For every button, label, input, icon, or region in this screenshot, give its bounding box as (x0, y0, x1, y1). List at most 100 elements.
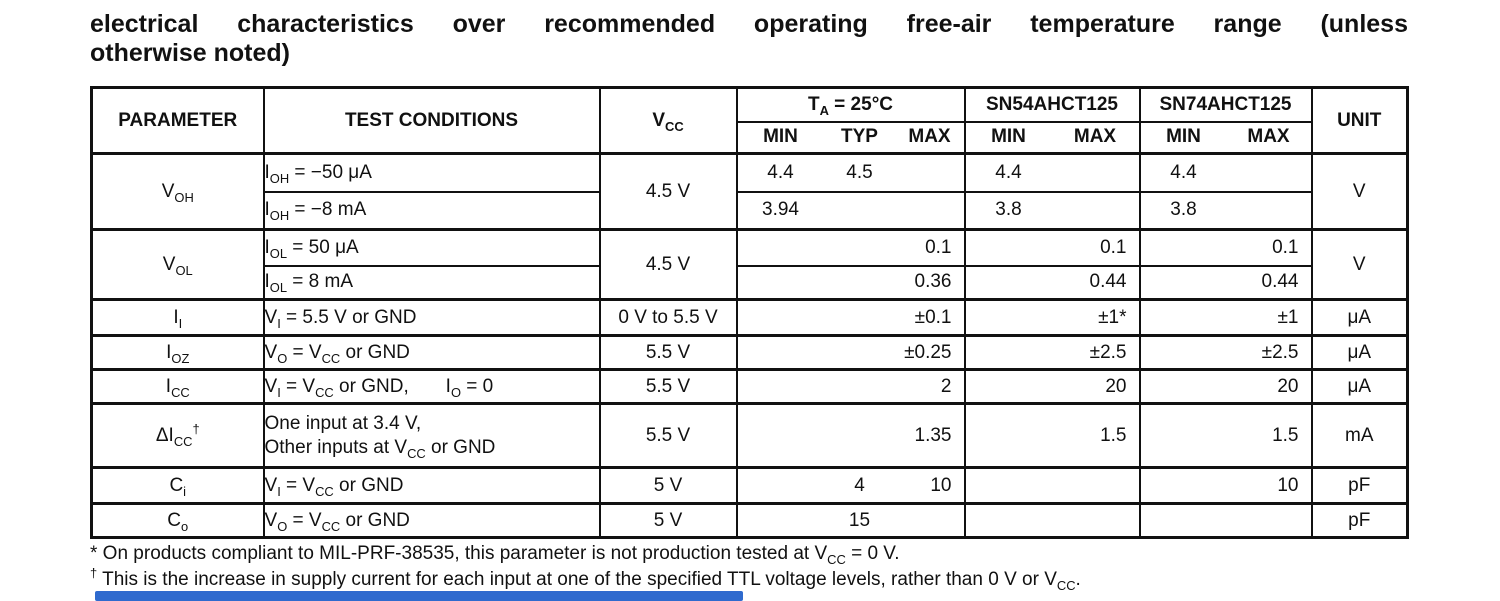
value-vol2-sn54-max: 0.44 (1089, 271, 1127, 293)
subheader-sn74: MIN MAX (1138, 120, 1313, 155)
cell-dicc-sn54: 1.5 (963, 402, 1141, 469)
row-voh-1: VOH IOH = −50 μA 4.5 V 4.4 4.5 4.4 4.4 V (90, 152, 1409, 231)
value-icc-sn54-max: 20 (1105, 375, 1127, 397)
row-voh-2: IOH = −8 mA 3.94 3.8 3.8 (92, 190, 1408, 231)
value-ioz-sn74-max: ±2.5 (1261, 341, 1299, 363)
subheader-ta-max: MAX (908, 126, 951, 148)
value-voh2-sn74-min: 3.8 (1170, 199, 1197, 221)
value-voh1-ta-typ: 4.5 (846, 161, 873, 183)
footnote-asterisk: * On products compliant to MIL-PRF-38535… (90, 543, 900, 567)
value-voh1-ta-min: 4.4 (767, 161, 794, 183)
row-vol-2: IOL = 8 mA 0.36 0.44 0.44 (92, 264, 1408, 301)
subheader-ta-min: MIN (763, 126, 798, 148)
cell-voh1-sn74: 4.4 (1138, 152, 1313, 193)
cell-co-cond: VO = VCC or GND (262, 502, 601, 539)
footnote-dagger: † This is the increase in supply current… (90, 565, 1081, 594)
cell-vol1-sn54: 0.1 (963, 228, 1141, 267)
cell-vol-param: VOL (90, 228, 265, 301)
subheader-sn54: MIN MAX (963, 120, 1141, 155)
cell-vol1-ta: 0.1 (735, 228, 966, 267)
cell-voh-param: VOH (90, 152, 265, 231)
cell-ii-sn74: ±1 (1138, 298, 1313, 337)
bottom-highlight-bar (95, 591, 743, 601)
cell-vol-unit: V (1310, 228, 1409, 301)
value-dicc-sn74-max: 1.5 (1272, 424, 1299, 446)
value-voh2-sn54-min: 3.8 (995, 199, 1022, 221)
value-vol1-sn54-max: 0.1 (1100, 236, 1127, 258)
cell-ioz-sn54: ±2.5 (963, 334, 1141, 371)
cell-icc-vcc: 5.5 V (598, 368, 738, 405)
cell-ioz-cond: VO = VCC or GND (262, 334, 601, 371)
cell-vol-vcc: 4.5 V (598, 228, 738, 301)
cell-icc-sn54: 20 (963, 368, 1141, 405)
row-co: Co VO = VCC or GND 5 V 15 pF (90, 502, 1409, 539)
cell-ioz-sn74: ±2.5 (1138, 334, 1313, 371)
cell-ci-unit: pF (1310, 466, 1409, 505)
value-dicc-ta-max: 1.35 (914, 424, 952, 446)
cell-vol1-sn74: 0.1 (1138, 228, 1313, 267)
cell-voh-vcc: 4.5 V (598, 152, 738, 231)
value-vol2-sn74-max: 0.44 (1261, 271, 1299, 293)
cell-voh2-sn54: 3.8 (963, 190, 1141, 231)
cell-vol2-sn54: 0.44 (963, 264, 1141, 301)
cell-dicc-sn74: 1.5 (1138, 402, 1313, 469)
page-title-line1: electrical characteristics over recommen… (90, 10, 1408, 38)
cell-ii-sn54: ±1* (963, 298, 1141, 337)
value-dicc-sn54-max: 1.5 (1100, 424, 1127, 446)
cell-vol2-sn74: 0.44 (1138, 264, 1313, 301)
col-header-vcc: VCC (598, 86, 738, 155)
col-header-sn74: SN74AHCT125 (1138, 86, 1313, 123)
cell-voh2-sn74: 3.8 (1138, 190, 1313, 231)
row-ioz: IOZ VO = VCC or GND 5.5 V ±0.25 ±2.5 ±2.… (90, 334, 1409, 371)
cell-ci-vcc: 5 V (598, 466, 738, 505)
cell-ii-unit: μA (1310, 298, 1409, 337)
cell-ioz-unit: μA (1310, 334, 1409, 371)
value-co-ta-typ: 15 (848, 509, 871, 531)
cell-ii-ta: ±0.1 (735, 298, 966, 337)
value-ioz-ta-max: ±0.25 (904, 341, 952, 363)
value-vol1-ta-max: 0.1 (925, 236, 952, 258)
cell-co-unit: pF (1310, 502, 1409, 539)
value-voh1-sn54-min: 4.4 (995, 161, 1022, 183)
cell-ci-cond: VI = VCC or GND (262, 466, 601, 505)
cell-dicc-unit: mA (1310, 402, 1409, 469)
cell-vol2-ta: 0.36 (735, 264, 966, 301)
cell-dicc-vcc: 5.5 V (598, 402, 738, 469)
cell-ci-param: Ci (90, 466, 265, 505)
cell-co-vcc: 5 V (598, 502, 738, 539)
col-header-ta25: TA = 25°C (735, 86, 966, 123)
subheader-sn74-min: MIN (1166, 126, 1201, 148)
cell-voh2-cond: IOH = −8 mA (262, 190, 601, 231)
cell-vol2-cond: IOL = 8 mA (262, 264, 601, 301)
page-title: electrical characteristics over recommen… (90, 10, 1408, 69)
spec-table: PARAMETER TEST CONDITIONS VCC TA = 25°C … (90, 86, 1409, 539)
cell-ioz-param: IOZ (90, 334, 265, 371)
cell-ii-cond: VI = 5.5 V or GND (262, 298, 601, 337)
cell-dicc-cond: One input at 3.4 V, Other inputs at VCC … (262, 402, 601, 469)
col-header-unit: UNIT (1310, 86, 1409, 155)
value-voh2-ta-min: 3.94 (762, 199, 799, 221)
cell-voh-unit: V (1310, 152, 1409, 231)
value-ci-ta-typ: 4 (854, 474, 865, 496)
row-vol-1: VOL IOL = 50 μA 4.5 V 0.1 0.1 0.1 V (90, 228, 1409, 301)
cell-voh1-ta: 4.4 4.5 (735, 152, 966, 193)
value-icc-sn74-max: 20 (1277, 375, 1299, 397)
cell-ci-ta: 4 10 (735, 466, 966, 505)
cell-voh2-ta: 3.94 (735, 190, 966, 231)
cell-co-sn74 (1138, 502, 1313, 539)
cell-voh1-cond: IOH = −50 μA (262, 152, 601, 193)
cell-ci-sn54 (963, 466, 1141, 505)
dicc-cond-line2: Other inputs at VCC or GND (264, 436, 496, 461)
cell-ioz-ta: ±0.25 (735, 334, 966, 371)
value-ii-sn74-max: ±1 (1277, 306, 1299, 328)
value-ci-sn74-max: 10 (1277, 474, 1299, 496)
dicc-cond-line1: One input at 3.4 V, (264, 412, 422, 434)
cell-dicc-param: ΔICC† (90, 402, 265, 469)
footnotes: * On products compliant to MIL-PRF-38535… (90, 541, 1470, 593)
cell-ii-param: II (90, 298, 265, 337)
value-voh1-sn74-min: 4.4 (1170, 161, 1197, 183)
cell-ci-sn74: 10 (1138, 466, 1313, 505)
cell-co-sn54 (963, 502, 1141, 539)
subheader-ta-typ: TYP (841, 126, 878, 148)
cell-co-param: Co (90, 502, 265, 539)
